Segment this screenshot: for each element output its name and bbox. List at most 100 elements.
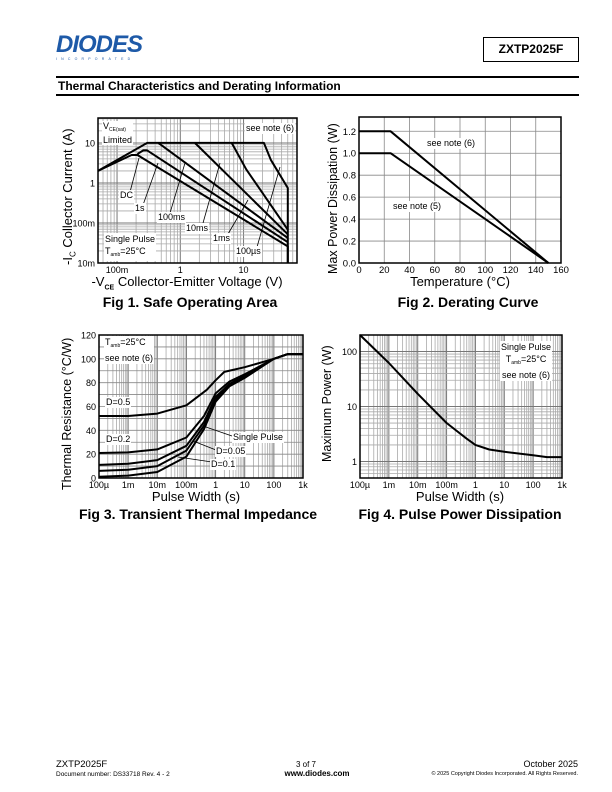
series-line-1ms <box>194 141 289 231</box>
plot-frame <box>97 117 298 264</box>
x-tick-label: 80 <box>455 265 466 276</box>
x-tick-label: 1m <box>122 480 135 490</box>
part-number-box: ZXTP2025F <box>483 37 579 62</box>
series-line-100ms <box>97 141 289 239</box>
label-100us: 100µs <box>235 246 262 257</box>
x-tick-label: 120 <box>503 265 519 276</box>
y-tick-label: 1 <box>90 178 95 188</box>
x-tick-label: 10m <box>149 480 167 490</box>
x-tick-label: 1 <box>473 480 478 490</box>
footer-website-link[interactable]: www.diodes.com <box>284 769 350 778</box>
x-tick-label: 10 <box>239 265 249 275</box>
x-tick-label: 1k <box>298 480 308 490</box>
leader-100ms <box>169 162 186 214</box>
x-tick-label: 10 <box>499 480 509 490</box>
fig1-caption: Fig 1. Safe Operating Area <box>102 294 278 310</box>
series-line-see-note-5- <box>359 152 549 264</box>
leader-d005 <box>192 440 217 451</box>
fig2-note6: see note (6) <box>426 138 477 149</box>
y-tick-label: 0.8 <box>343 171 356 182</box>
y-tick-label: 0.4 <box>343 215 356 226</box>
y-tick-label: 0 <box>91 474 96 484</box>
x-tick-label: 160 <box>553 265 569 276</box>
chart-pulse-power-dissipation: 100µ 1m 10m 100m 1 10 100 1k 1 10 100 <box>342 334 567 490</box>
series-line-single-pulse <box>359 334 562 459</box>
y-tick-label: 100 <box>342 347 357 357</box>
y-tick-label: 100m <box>72 218 95 228</box>
plot-frame <box>98 334 304 479</box>
x-tick-label: 100 <box>526 480 541 490</box>
x-tick-label: 100 <box>477 265 493 276</box>
fig3-y-axis-label: Thermal Resistance (°C/W) <box>60 337 74 490</box>
y-tick-label: 40 <box>86 426 96 436</box>
diodes-logo: DIODES INCORPORATED <box>56 31 162 64</box>
leader-lines <box>129 157 281 463</box>
label-d005: D=0.05 <box>215 446 247 457</box>
label-dc: DC <box>119 190 134 201</box>
label-10ms: 10ms <box>185 223 210 234</box>
section-rule-top <box>56 76 579 78</box>
label-d05: D=0.5 <box>105 397 132 408</box>
y-tick-label: 0.0 <box>343 259 356 270</box>
plot-frame <box>359 334 563 479</box>
footer-date: October 2025 <box>523 759 578 769</box>
fig4-conditions-note: Single Pulse Tamb=25°C see note (6) <box>500 341 553 381</box>
y-tick-label: 0.2 <box>343 237 356 248</box>
x-tick-label: 20 <box>379 265 390 276</box>
y-tick-label: 60 <box>86 402 96 412</box>
vce-sat-limited-note: VCE(sat) Limited <box>102 121 134 145</box>
y-tick-label: 100 <box>81 354 96 364</box>
x-tick-label: 100µ <box>89 480 109 490</box>
fig2-note5: see note (5) <box>392 201 443 212</box>
logo-text: DIODES <box>56 31 143 58</box>
x-tick-label: 100m <box>435 480 458 490</box>
x-tick-label: 100µ <box>350 480 370 490</box>
fig4-caption: Fig 4. Pulse Power Dissipation <box>358 506 562 522</box>
x-tick-label: 1k <box>557 480 567 490</box>
label-single-pulse: Single Pulse <box>232 432 285 443</box>
y-tick-label: 1.0 <box>343 149 356 160</box>
x-tick-label: 60 <box>429 265 440 276</box>
fig1-see-note: see note (6) <box>245 123 296 134</box>
y-tick-label: 120 <box>81 331 96 341</box>
footer-part-number: ZXTP2025F <box>56 759 108 770</box>
label-1s: 1s <box>134 203 146 214</box>
label-1ms: 1ms <box>212 233 232 244</box>
y-tick-label: 20 <box>86 450 96 460</box>
y-tick-label: 1 <box>352 457 357 467</box>
logo-subtext: INCORPORATED <box>56 57 135 61</box>
footer-copyright: © 2025 Copyright Diodes Incorporated. Al… <box>431 771 578 777</box>
leader-1s <box>142 162 159 206</box>
x-tick-label: 0 <box>356 265 361 276</box>
x-tick-label: 100m <box>106 265 129 275</box>
leader-100us <box>256 166 281 248</box>
fig4-y-axis-label: Maximum Power (W) <box>320 345 334 462</box>
fig3-x-axis-label: Pulse Width (s) <box>151 489 241 504</box>
fig4-x-axis-label: Pulse Width (s) <box>415 489 505 504</box>
series-line-single-pulse <box>98 353 303 478</box>
fig1-conditions-note: Single Pulse Tamb=25°C <box>104 233 157 261</box>
fig2-caption: Fig 2. Derating Curve <box>397 294 539 310</box>
x-tick-label: 1 <box>213 480 218 490</box>
x-tick-label: 1m <box>383 480 396 490</box>
section-rule-bottom <box>56 94 579 96</box>
x-tick-label: 1 <box>178 265 183 275</box>
leader-d01 <box>177 456 213 463</box>
label-d02: D=0.2 <box>105 434 132 445</box>
fig1-x-axis-label: -VCE Collector-Emitter Voltage (V) <box>91 274 283 292</box>
leader-10ms <box>202 162 221 224</box>
label-d01: D=0.1 <box>210 459 237 470</box>
footer-page-number: 3 of 7 <box>295 760 317 769</box>
x-tick-label: 10 <box>240 480 250 490</box>
y-tick-label: 0.6 <box>343 193 356 204</box>
y-tick-label: 10 <box>85 138 95 148</box>
x-tick-label: 100m <box>175 480 198 490</box>
leader-dc <box>129 157 140 193</box>
y-tick-label: 1.2 <box>343 127 356 138</box>
x-tick-label: 10m <box>409 480 427 490</box>
y-tick-label: 80 <box>86 378 96 388</box>
leader-1ms <box>227 199 249 235</box>
x-tick-label: 100 <box>266 480 281 490</box>
y-tick-label: 10 <box>347 402 357 412</box>
